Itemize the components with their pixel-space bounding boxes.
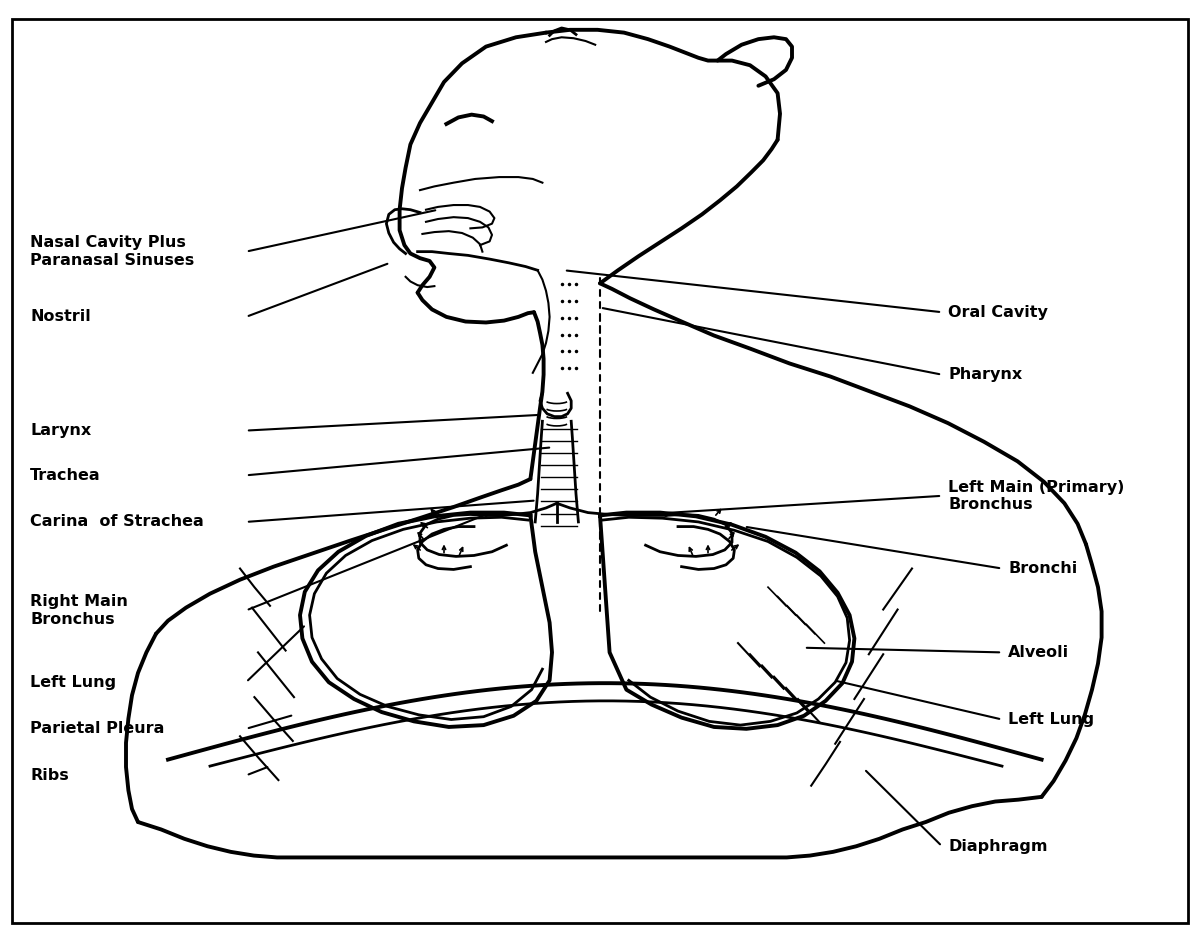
Text: Left Main (Primary)
Bronchus: Left Main (Primary) Bronchus [948, 480, 1124, 512]
Text: Bronchi: Bronchi [1008, 561, 1078, 576]
Text: Alveoli: Alveoli [1008, 645, 1069, 660]
Text: Pharynx: Pharynx [948, 367, 1022, 382]
Text: Carina  of Strachea: Carina of Strachea [30, 514, 204, 529]
Text: Larynx: Larynx [30, 423, 91, 438]
Text: Nasal Cavity Plus
Paranasal Sinuses: Nasal Cavity Plus Paranasal Sinuses [30, 236, 194, 267]
Text: Trachea: Trachea [30, 468, 101, 483]
Text: Left Lung: Left Lung [30, 675, 116, 690]
Text: Ribs: Ribs [30, 768, 68, 783]
Text: Oral Cavity: Oral Cavity [948, 305, 1048, 320]
Text: Diaphragm: Diaphragm [948, 839, 1048, 854]
Text: Right Main
Bronchus: Right Main Bronchus [30, 595, 128, 626]
Text: Parietal Pleura: Parietal Pleura [30, 721, 164, 736]
Text: Nostril: Nostril [30, 309, 91, 324]
Text: Left Lung: Left Lung [1008, 712, 1094, 727]
